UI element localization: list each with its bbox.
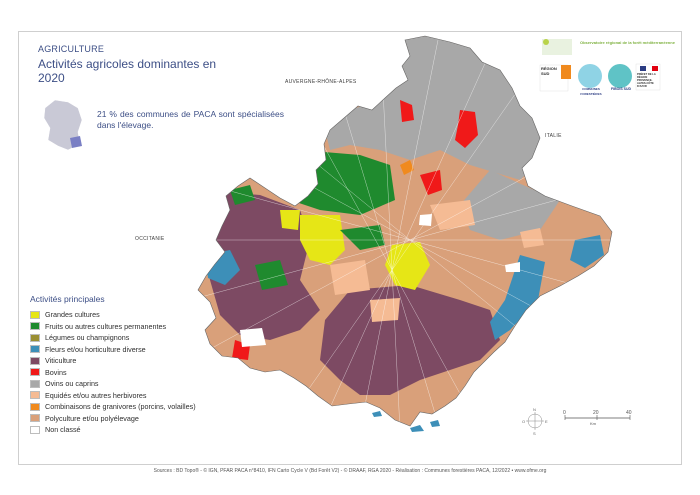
legend-swatch (30, 356, 40, 365)
scale-tick-40: 40 (626, 410, 632, 416)
legend-label: Ovins ou caprins (45, 379, 99, 388)
scale-tick-20: 20 (593, 410, 599, 416)
legend-swatch (30, 368, 40, 376)
legend-label: Fruits ou autres cultures permanentes (45, 321, 167, 331)
legend-swatch (30, 345, 40, 353)
region-label-auvergne: AUVERGNE-RHÔNE-ALPES (285, 79, 357, 85)
page-kicker: AGRICULTURE (38, 44, 105, 54)
legend: Grandes cultures Fruits ou autres cultur… (30, 310, 205, 437)
legend-item: Légumes ou champignons (30, 333, 205, 342)
legend-item: Non classé (30, 425, 205, 434)
observatoire-logo-text: Observatoire régional de la forêt médite… (580, 40, 675, 45)
legend-label: Polyculture et/ou polyélevage (45, 413, 139, 423)
prefet-logo: PRÉFET DE LA RÉGION PROVENCE-ALPES-CÔTE … (637, 73, 656, 88)
legend-item: Viticulture (30, 356, 205, 365)
legend-label: Bovins (45, 367, 67, 377)
scale-bar (564, 415, 631, 420)
legend-label: Combinaisons de granivores (porcins, vol… (45, 402, 196, 411)
logos (539, 39, 661, 92)
fact-text: 21 % des communes de PACA sont spécialis… (97, 109, 284, 130)
communes-forestieres-logo: COMMUNES FORESTIÈRES (580, 87, 602, 96)
region-sud-logo: RÉGION SUD (541, 66, 557, 76)
legend-label: Grandes cultures (45, 310, 100, 319)
legend-swatch (30, 414, 40, 422)
legend-item: Fleurs et/ou horticulture diverse (30, 345, 205, 354)
region-label-italie: ITALIE (545, 133, 562, 139)
legend-swatch (30, 333, 40, 342)
legend-item: Fruits ou autres cultures permanentes (30, 322, 205, 331)
legend-item: Combinaisons de granivores (porcins, vol… (30, 402, 205, 411)
legend-label: Non classé (45, 425, 81, 434)
scale-unit: Km (590, 421, 596, 426)
islands (372, 411, 440, 432)
compass-e: E (545, 419, 548, 424)
legend-item: Grandes cultures (30, 310, 205, 319)
region-label-occitanie: OCCITANIE (135, 236, 165, 242)
inset-map (43, 99, 83, 151)
legend-label: Equidés et/ou autres herbivores (45, 390, 147, 400)
legend-swatch (30, 322, 40, 330)
compass-n: N (533, 407, 536, 412)
legend-item: Polyculture et/ou polyélevage (30, 414, 205, 423)
legend-swatch (30, 379, 40, 388)
scale-tick-0: 0 (563, 410, 566, 416)
compass-s: S (533, 431, 536, 436)
compass-o: O (522, 419, 526, 424)
legend-label: Viticulture (45, 356, 77, 365)
legend-title: Activités principales (30, 294, 105, 304)
footer-sources: Sources : BD Topo® - © IGN, PFAR PACA n°… (153, 468, 547, 474)
legend-swatch (30, 391, 40, 399)
legend-item: Bovins (30, 368, 205, 377)
legend-swatch (30, 402, 40, 411)
legend-label: Légumes ou champignons (45, 333, 130, 342)
legend-swatch (30, 310, 40, 319)
legend-item: Equidés et/ou autres herbivores (30, 391, 205, 400)
paca-border (197, 35, 613, 427)
fibois-logo: FIBOIS SUD (610, 87, 632, 91)
compass (526, 412, 544, 430)
legend-label: Fleurs et/ou horticulture diverse (45, 344, 146, 354)
page-title: Activités agricoles dominantes en 2020 (38, 57, 217, 85)
legend-swatch (30, 425, 40, 434)
legend-item: Ovins ou caprins (30, 379, 205, 388)
